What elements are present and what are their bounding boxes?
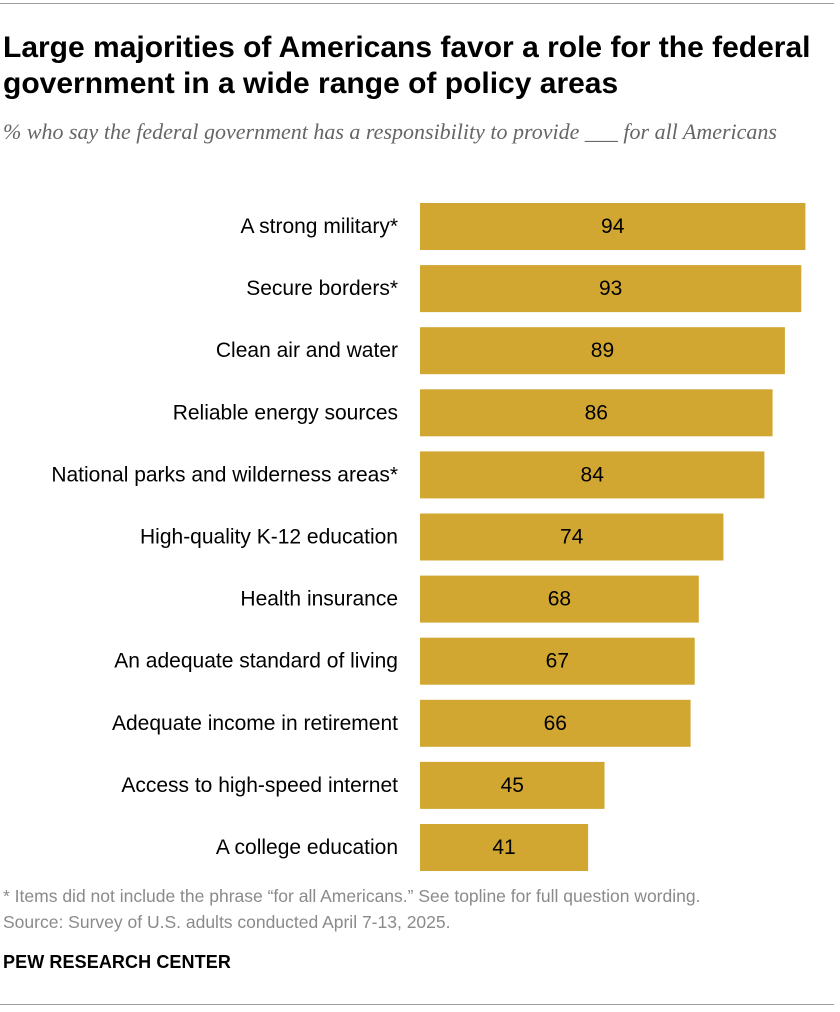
- category-label-2: Clean air and water: [216, 339, 398, 362]
- value-label-2: 89: [591, 339, 614, 362]
- value-label-1: 93: [599, 277, 622, 300]
- category-label-1: Secure borders*: [246, 277, 398, 300]
- bar-4: [420, 451, 765, 499]
- chart-title: Large majorities of Americans favor a ro…: [3, 31, 811, 100]
- value-label-7: 67: [546, 650, 569, 673]
- category-label-7: An adequate standard of living: [114, 650, 398, 673]
- value-label-6: 68: [548, 588, 571, 611]
- footnote-text: * Items did not include the phrase “for …: [3, 886, 701, 906]
- bar-0: [420, 203, 806, 250]
- category-label-3: Reliable energy sources: [173, 401, 398, 424]
- value-label-9: 45: [501, 774, 524, 797]
- value-label-3: 86: [585, 401, 608, 424]
- bar-chart: A strong military* 94 Secure borders* 93 Cle…: [51, 203, 806, 871]
- value-label-0: 94: [601, 215, 625, 238]
- bar-8: [420, 699, 691, 747]
- bar-2: [420, 327, 785, 375]
- bar-10: [420, 824, 589, 871]
- category-label-8: Adequate income in retirement: [112, 712, 398, 735]
- chart-notes: * Items did not include the phrase “for …: [3, 883, 837, 935]
- category-label-6: Health insurance: [240, 588, 398, 611]
- top-rule: [0, 3, 834, 4]
- category-label-10: A college education: [216, 836, 398, 859]
- value-label-10: 41: [492, 836, 515, 859]
- category-label-0: A strong military*: [240, 215, 398, 238]
- bar-6: [420, 575, 699, 623]
- category-label-9: Access to high-speed internet: [121, 774, 398, 797]
- brand-logo-text: PEW RESEARCH CENTER: [3, 952, 231, 972]
- value-label-8: 66: [544, 712, 567, 735]
- bar-1: [420, 265, 802, 313]
- category-label-5: High-quality K-12 education: [140, 526, 398, 549]
- bar-9: [420, 761, 605, 809]
- bottom-rule: [0, 1004, 834, 1005]
- bar-3: [420, 389, 773, 437]
- bar-5: [420, 513, 724, 561]
- chart-subtitle: % who say the federal government has a r…: [3, 119, 777, 144]
- category-label-4: National parks and wilderness areas*: [51, 463, 398, 486]
- value-label-5: 74: [560, 526, 584, 549]
- source-text: Source: Survey of U.S. adults conducted …: [3, 912, 451, 932]
- bar-7: [420, 637, 695, 685]
- value-label-4: 84: [581, 463, 605, 486]
